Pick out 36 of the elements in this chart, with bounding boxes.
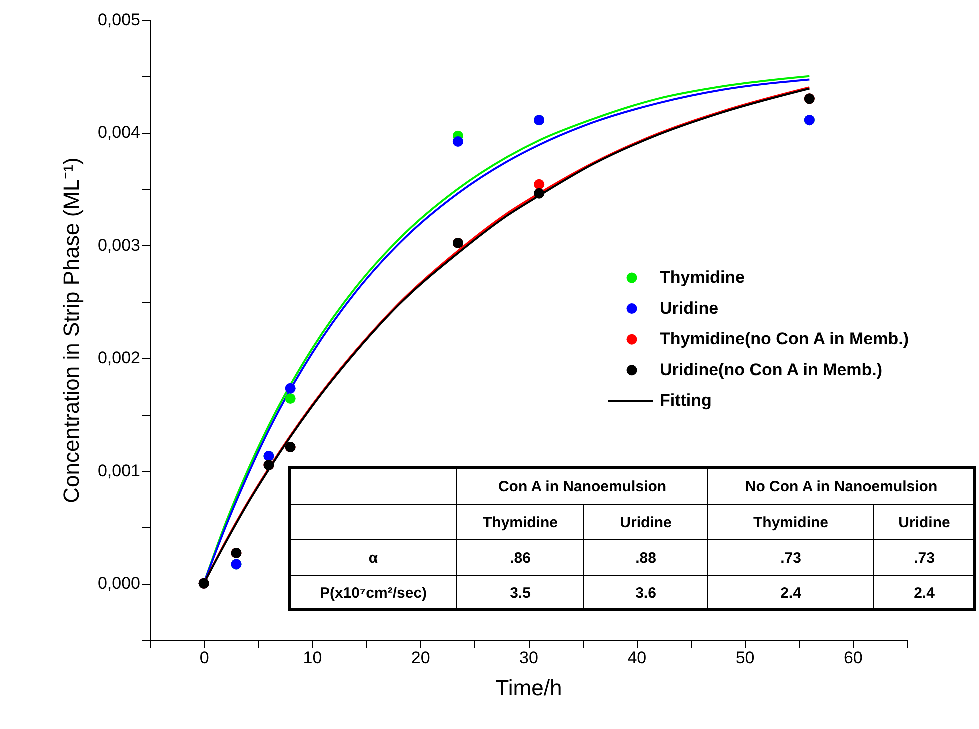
annotation: .86	[510, 550, 531, 567]
annotation: 2.4	[780, 585, 802, 602]
legend-label: Thymidine(no Con A in Memb.)	[660, 330, 909, 349]
annotation: P(x10⁷cm²/sec)	[320, 585, 428, 602]
legend-label: Thymidine	[660, 268, 746, 287]
annotation: Thymidine	[753, 514, 829, 532]
annotation: Uridine	[898, 514, 950, 532]
y-tick-label: 0,002	[98, 348, 140, 368]
annotation: .88	[636, 550, 656, 567]
text: 2.4	[914, 585, 936, 602]
x-tick-label: 50	[736, 648, 755, 668]
y-tick-label: 0,003	[98, 236, 140, 255]
y-tick-label: 0,005	[98, 10, 140, 30]
legend-label: Uridine(no Con A in Memb.)	[660, 360, 883, 380]
annotation: 3.6	[636, 585, 656, 602]
annotation: Con A in Nanoemulsion	[498, 478, 667, 496]
text: .73	[914, 550, 935, 567]
y-tick-label: 0,004	[98, 123, 140, 142]
legend-label: Fitting	[660, 391, 712, 410]
legend-label: Uridine	[660, 298, 719, 318]
annotation: 3.5	[510, 585, 531, 602]
x-tick-label: 10	[303, 648, 322, 668]
y-tick-label: 0,000	[98, 574, 140, 594]
x-axis-title: Time/h	[496, 676, 562, 700]
annotation: Uridine	[620, 514, 672, 532]
annotation: .73	[780, 550, 802, 567]
x-tick-label: 40	[628, 648, 647, 668]
x-tick-label: 0	[200, 648, 210, 668]
y-tick-label: 0,001	[98, 461, 140, 480]
annotation: Thymidine	[482, 514, 558, 532]
y-axis-title: Concentration in Strip Phase (ML⁻¹)	[58, 158, 84, 504]
annotation: No Con A in Nanoemulsion	[745, 478, 938, 496]
x-tick-label: 60	[844, 648, 863, 668]
x-tick-label: 30	[520, 648, 538, 668]
x-tick-label: 20	[411, 648, 430, 668]
annotation: α	[368, 550, 379, 567]
